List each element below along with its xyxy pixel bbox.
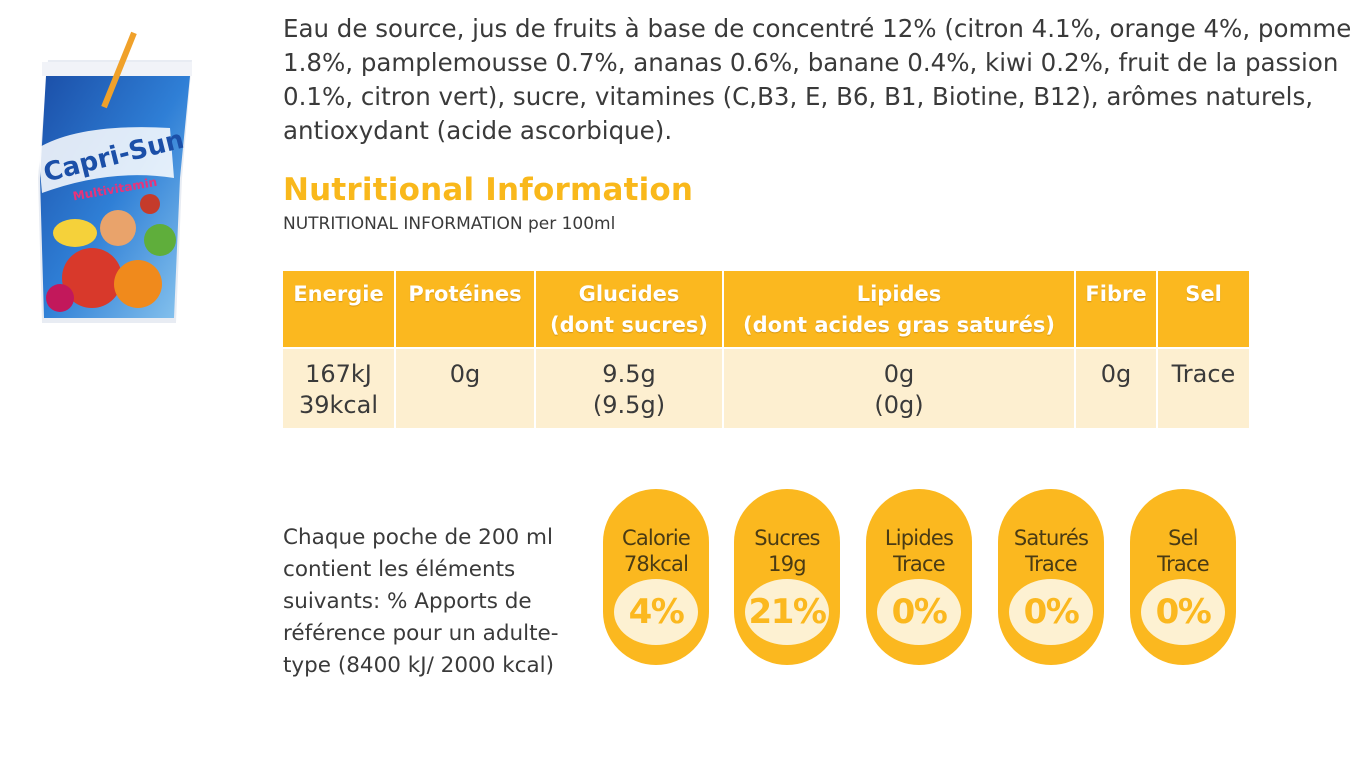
badge-percent-circle: 4%	[614, 579, 698, 645]
value-fibre: 0g	[1075, 347, 1158, 428]
nutrition-values-row: 167kJ 39kcal 0g 9.5g (9.5g) 0g (0g) 0g Trac…	[283, 347, 1249, 428]
badge-percent-circle: 0%	[1009, 579, 1093, 645]
header-energie: Energie	[283, 271, 396, 348]
badge-label: Lipides Trace	[884, 526, 954, 576]
nutrition-table: Energie Protéines Glucides (dont sucres) …	[283, 271, 1249, 428]
badge-percent-circle: 0%	[877, 579, 961, 645]
badge-percent: 4%	[628, 592, 685, 632]
nutrition-header-row: Energie Protéines Glucides (dont sucres) …	[283, 271, 1249, 348]
nutrition-subtitle: NUTRITIONAL INFORMATION per 100ml	[283, 214, 616, 234]
header-fibre: Fibre	[1075, 271, 1158, 348]
value-glucides: 9.5g (9.5g)	[535, 347, 724, 428]
value-proteines: 0g	[395, 347, 536, 428]
badge-calorie: Calorie 78kcal 4%	[603, 489, 709, 665]
badge-sucres: Sucres 19g 21%	[734, 489, 840, 665]
badge-percent: 0%	[1155, 592, 1212, 632]
product-image: Capri-Sun Multivitamin	[20, 28, 200, 328]
header-proteines: Protéines	[395, 271, 536, 348]
header-sel: Sel	[1157, 271, 1249, 348]
badge-percent: 0%	[891, 592, 948, 632]
badge-label: Calorie 78kcal	[621, 526, 691, 576]
nutrition-title: Nutritional Information	[283, 172, 694, 208]
badge-satures: Saturés Trace 0%	[998, 489, 1104, 665]
badge-label: Sel Trace	[1157, 526, 1210, 576]
badge-lipides: Lipides Trace 0%	[866, 489, 972, 665]
ingredients-text: Eau de source, jus de fruits à base de c…	[283, 14, 1352, 145]
badge-percent: 0%	[1023, 592, 1080, 632]
badge-percent: 21%	[748, 592, 827, 632]
badge-label: Saturés Trace	[1013, 526, 1089, 576]
header-glucides: Glucides (dont sucres)	[535, 271, 724, 348]
value-energie: 167kJ 39kcal	[283, 347, 396, 428]
header-lipides: Lipides (dont acides gras saturés)	[723, 271, 1076, 348]
badge-label: Sucres 19g	[754, 526, 820, 576]
badge-sel: Sel Trace 0%	[1130, 489, 1236, 665]
value-sel: Trace	[1157, 347, 1249, 428]
badge-percent-circle: 0%	[1141, 579, 1225, 645]
badge-percent-circle: 21%	[745, 579, 829, 645]
portion-description: Chaque poche de 200 ml contient les élém…	[283, 525, 559, 678]
value-lipides: 0g (0g)	[723, 347, 1076, 428]
